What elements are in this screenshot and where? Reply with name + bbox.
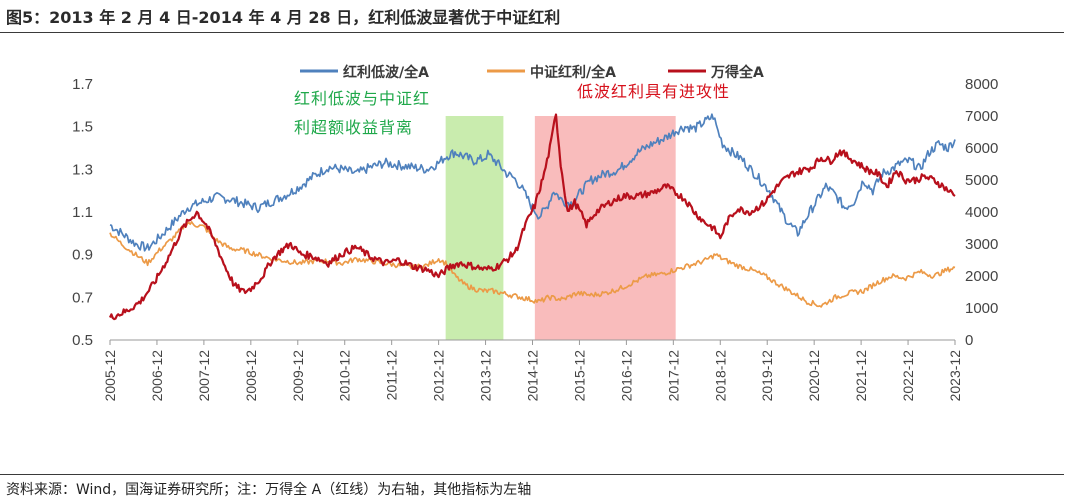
y-right-tick-label: 7000 — [965, 108, 998, 125]
x-tick-label: 2005-12 — [102, 350, 118, 402]
source-note: 资料来源：Wind，国海证券研究所；注：万得全 A（红线）为右轴，其他指标为左轴 — [6, 482, 532, 498]
footer-divider — [0, 474, 1064, 475]
chart-axes: 0.5 0.7 0.9 1.1 1.3 1.5 1.7 0 1000 2000 3000 4000 50… — [72, 76, 998, 401]
y-left-tick-label: 0.9 — [72, 247, 93, 264]
title-divider — [0, 32, 1064, 33]
legend-label-wind-all-a: 万得全A — [710, 64, 764, 81]
y-right-tick-label: 2000 — [965, 268, 998, 285]
x-tick-label: 2010-12 — [337, 350, 353, 402]
x-tick-label: 2019-12 — [759, 350, 775, 402]
y-left-tick-label: 1.3 — [72, 161, 93, 178]
annotation-red: 低波红利具有进攻性 — [577, 82, 730, 101]
series-lines — [108, 113, 956, 321]
y-right-tick-label: 4000 — [965, 204, 998, 221]
y-left-tick-label: 1.1 — [72, 204, 93, 221]
x-tick-label: 2014-12 — [525, 350, 541, 402]
x-tick-label: 2013-12 — [478, 350, 494, 402]
y-left-tick-label: 1.5 — [72, 119, 93, 136]
x-tick-label: 2020-12 — [806, 350, 822, 402]
x-tick-label: 2016-12 — [618, 350, 634, 402]
y-right-tick-label: 5000 — [965, 172, 998, 189]
x-tick-label: 2018-12 — [712, 350, 728, 402]
x-tick-label: 2006-12 — [149, 350, 165, 402]
series-line-dividend-low-vol — [109, 113, 956, 252]
legend: 红利低波/全A 中证红利/全A 万得全A — [300, 64, 764, 81]
x-tick-label: 2007-12 — [196, 350, 212, 402]
highlight-band-green — [445, 116, 504, 340]
highlight-band-red — [534, 116, 676, 340]
x-tick-label: 2023-12 — [947, 350, 963, 402]
y-right-tick-label: 6000 — [965, 140, 998, 157]
y-right-tick-label: 3000 — [965, 236, 998, 253]
x-tick-label: 2022-12 — [900, 350, 916, 402]
annotation-green-line2: 利超额收益背离 — [294, 118, 413, 137]
y-left-tick-label: 1.7 — [72, 76, 93, 93]
y-right-tick-label: 1000 — [965, 300, 998, 317]
x-tick-label: 2012-12 — [431, 350, 447, 402]
x-tick-label: 2021-12 — [853, 350, 869, 402]
x-tick-label: 2011-12 — [384, 350, 400, 401]
legend-label-csi-dividend: 中证红利/全A — [530, 64, 616, 81]
y-right-tick-label: 8000 — [965, 76, 998, 93]
x-tick-label: 2015-12 — [571, 350, 587, 402]
x-tick-label: 2008-12 — [243, 350, 259, 402]
x-tick-label: 2009-12 — [290, 350, 306, 402]
series-line-csi-dividend — [109, 221, 956, 308]
y-right-tick-label: 0 — [965, 332, 973, 349]
series-line-wind-all-a — [108, 113, 956, 321]
annotation-green-line1: 红利低波与中证红 — [294, 89, 430, 108]
figure-title: 图5：2013 年 2 月 4 日-2014 年 4 月 28 日，红利低波显著… — [6, 8, 561, 27]
legend-label-dividend-low-vol: 红利低波/全A — [343, 64, 429, 81]
x-tick-label: 2017-12 — [665, 350, 681, 402]
y-left-tick-label: 0.7 — [72, 289, 93, 306]
y-left-tick-label: 0.5 — [72, 332, 93, 349]
line-chart: 0.5 0.7 0.9 1.1 1.3 1.5 1.7 0 1000 2000 3000 4000 50… — [72, 64, 998, 401]
